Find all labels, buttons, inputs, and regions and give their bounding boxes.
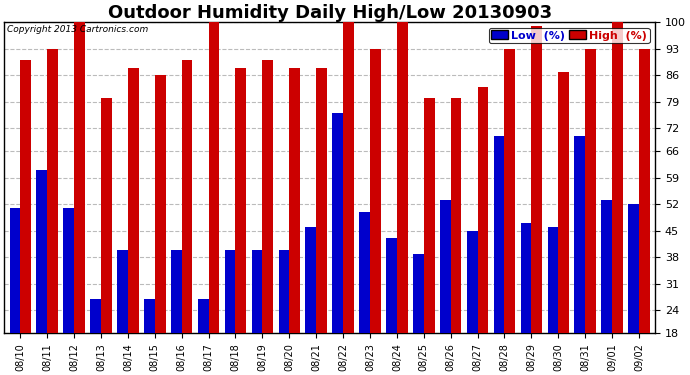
Bar [359, 212, 370, 333]
Bar [531, 26, 542, 333]
Bar [521, 223, 531, 333]
Bar [639, 49, 650, 333]
Bar [181, 60, 193, 333]
Bar [440, 201, 451, 333]
Bar [155, 75, 166, 333]
Bar [504, 49, 515, 333]
Bar [306, 227, 316, 333]
Bar [47, 49, 58, 333]
Bar [101, 98, 112, 333]
Bar [386, 238, 397, 333]
Bar [612, 22, 623, 333]
Bar [225, 250, 235, 333]
Bar [90, 299, 101, 333]
Bar [467, 231, 477, 333]
Bar [333, 113, 343, 333]
Bar [289, 68, 300, 333]
Bar [370, 49, 381, 333]
Bar [413, 254, 424, 333]
Bar [585, 49, 596, 333]
Bar [74, 22, 85, 333]
Bar [117, 250, 128, 333]
Bar [477, 87, 489, 333]
Title: Outdoor Humidity Daily High/Low 20130903: Outdoor Humidity Daily High/Low 20130903 [108, 4, 552, 22]
Bar [279, 250, 289, 333]
Bar [601, 201, 612, 333]
Bar [316, 68, 327, 333]
Bar [262, 60, 273, 333]
Bar [252, 250, 262, 333]
Bar [128, 68, 139, 333]
Bar [171, 250, 181, 333]
Legend: Low  (%), High  (%): Low (%), High (%) [489, 28, 649, 43]
Bar [20, 60, 31, 333]
Bar [574, 136, 585, 333]
Bar [343, 22, 354, 333]
Bar [548, 227, 558, 333]
Bar [424, 98, 435, 333]
Bar [397, 22, 408, 333]
Bar [208, 22, 219, 333]
Bar [144, 299, 155, 333]
Text: Copyright 2013 Cartronics.com: Copyright 2013 Cartronics.com [8, 26, 148, 34]
Bar [451, 98, 462, 333]
Bar [628, 204, 639, 333]
Bar [37, 170, 47, 333]
Bar [494, 136, 504, 333]
Bar [558, 72, 569, 333]
Bar [198, 299, 208, 333]
Bar [63, 208, 74, 333]
Bar [235, 68, 246, 333]
Bar [10, 208, 20, 333]
